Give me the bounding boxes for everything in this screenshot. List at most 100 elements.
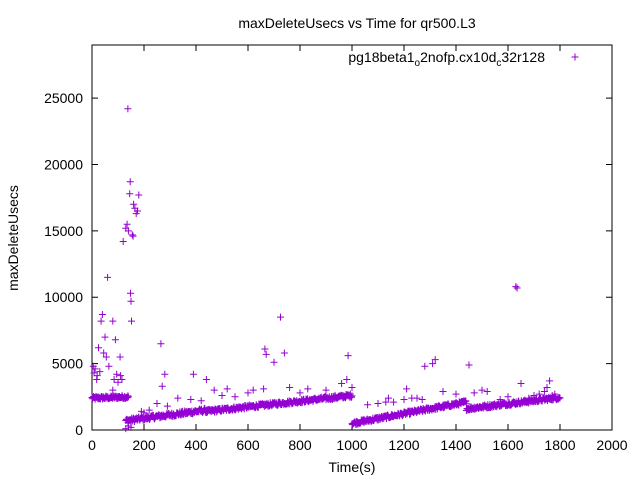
- x-tick-label: 1400: [440, 437, 471, 453]
- data-point: [374, 399, 382, 407]
- legend-label-part: 2nofp.cx10d: [420, 49, 496, 65]
- data-point: [130, 200, 138, 208]
- data-point: [429, 360, 437, 368]
- legend-label-sub: c: [496, 58, 501, 69]
- data-point: [91, 365, 99, 373]
- x-tick-label: 400: [184, 437, 208, 453]
- data-point: [113, 370, 121, 378]
- data-point: [124, 227, 132, 235]
- data-point: [554, 395, 562, 403]
- data-point: [478, 386, 486, 394]
- data-point: [174, 394, 182, 402]
- data-point: [218, 391, 226, 399]
- data-point: [93, 372, 101, 380]
- data-point: [210, 386, 218, 394]
- data-point: [470, 389, 478, 397]
- x-tick-label: 1800: [544, 437, 575, 453]
- data-point: [343, 376, 351, 384]
- data-point: [127, 297, 135, 305]
- data-point: [382, 398, 390, 406]
- data-point: [277, 313, 284, 321]
- data-point: [128, 317, 136, 325]
- data-point: [187, 395, 195, 403]
- data-point: [525, 394, 533, 402]
- data-point: [95, 344, 102, 352]
- data-point: [124, 105, 132, 113]
- data-point: [262, 350, 270, 358]
- data-point: [556, 394, 564, 402]
- y-axis-label: maxDeleteUsecs: [5, 185, 21, 291]
- x-tick-label: 0: [88, 437, 96, 453]
- y-tick-label: 15000: [44, 223, 83, 239]
- data-point: [322, 386, 330, 394]
- legend-label: pg18beta1o2nofp.cx10dc32r128: [348, 49, 545, 69]
- data-point: [114, 378, 122, 386]
- data-point: [126, 190, 134, 198]
- data-point: [129, 232, 137, 240]
- data-point: [109, 317, 117, 325]
- data-point: [431, 356, 439, 364]
- data-point: [348, 392, 356, 400]
- legend-label-sub: o: [415, 58, 421, 69]
- data-point: [384, 394, 392, 402]
- y-tick-label: 10000: [44, 289, 83, 305]
- data-point: [116, 353, 124, 361]
- data-point: [105, 362, 113, 370]
- data-point: [93, 376, 101, 384]
- data-point: [421, 362, 429, 370]
- data-point: [124, 393, 132, 401]
- data-point: [286, 384, 294, 392]
- x-tick-label: 600: [236, 437, 260, 453]
- data-point: [197, 397, 205, 405]
- data-point: [513, 284, 521, 292]
- data-point: [153, 399, 161, 407]
- legend-label-part: pg18beta1: [348, 49, 414, 65]
- x-axis-label: Time(s): [329, 459, 376, 475]
- y-tick-label: 5000: [52, 356, 83, 372]
- data-point: [97, 317, 105, 325]
- data-point: [483, 388, 491, 395]
- data-point: [535, 390, 543, 398]
- data-point: [110, 376, 118, 384]
- data-point: [261, 345, 269, 353]
- data-point: [338, 380, 346, 388]
- data-point: [127, 423, 135, 431]
- data-point: [403, 385, 411, 393]
- data-point: [348, 384, 356, 392]
- data-point: [530, 391, 538, 399]
- x-tick-label: 200: [132, 437, 156, 453]
- data-point: [111, 336, 119, 344]
- x-tick-label: 1200: [388, 437, 419, 453]
- scatter-points: [88, 105, 564, 433]
- data-point: [540, 388, 548, 395]
- data-point: [296, 389, 304, 397]
- data-point: [98, 311, 106, 318]
- data-point: [249, 386, 257, 394]
- data-point: [543, 384, 551, 392]
- data-point: [126, 289, 134, 297]
- data-point: [364, 401, 372, 409]
- data-point: [189, 370, 197, 378]
- legend-marker-symbol: [571, 53, 579, 61]
- data-point: [439, 388, 447, 395]
- data-point: [109, 386, 117, 394]
- data-point: [145, 406, 153, 414]
- plot-frame: [91, 44, 613, 431]
- data-point: [157, 340, 165, 348]
- data-point: [96, 368, 104, 376]
- data-point: [496, 395, 504, 403]
- x-tick-label: 2000: [596, 437, 627, 453]
- data-point: [344, 352, 352, 360]
- legend-label-part: 32r128: [501, 49, 545, 65]
- data-point: [104, 273, 112, 281]
- data-point: [551, 390, 559, 398]
- data-point: [202, 376, 210, 384]
- data-point: [517, 380, 525, 388]
- data-point: [400, 395, 408, 403]
- data-point: [390, 398, 398, 406]
- data-point: [460, 397, 468, 405]
- data-point: [512, 283, 520, 291]
- data-point: [452, 390, 460, 398]
- legend-marker: [571, 53, 579, 61]
